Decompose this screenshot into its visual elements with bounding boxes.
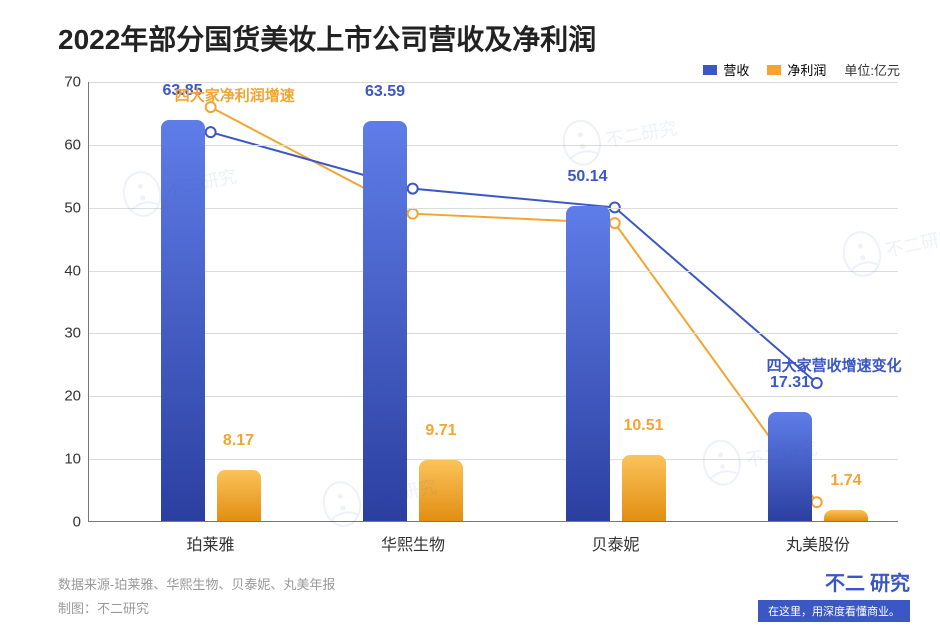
profit-bar	[419, 460, 463, 521]
revenue-bar-label: 50.14	[558, 168, 618, 186]
legend-label-revenue: 营收	[723, 60, 749, 79]
revenue-bar	[161, 120, 205, 521]
line-annotation: 四大家净利润增速	[175, 84, 295, 105]
x-tick-label: 华熙生物	[381, 521, 445, 555]
profit-bar-label: 8.17	[209, 432, 269, 450]
line-marker	[408, 209, 418, 219]
y-tick-label: 70	[64, 74, 89, 91]
legend-item-revenue: 营收	[703, 60, 749, 79]
y-tick-label: 40	[64, 262, 89, 279]
profit-bar-label: 10.51	[614, 417, 674, 435]
data-source: 数据来源-珀莱雅、华熙生物、贝泰妮、丸美年报	[58, 573, 335, 598]
legend-label-profit: 净利润	[787, 60, 826, 79]
y-tick-label: 50	[64, 199, 89, 216]
x-tick-label: 丸美股份	[786, 521, 850, 555]
line-annotation: 四大家营收增速变化	[767, 354, 902, 375]
brand-name: 不二 研究	[758, 567, 910, 596]
revenue-bar-label: 63.59	[355, 83, 415, 101]
revenue-bar-label: 17.31	[760, 374, 820, 392]
line-marker	[206, 127, 216, 137]
grid-line	[89, 208, 898, 209]
grid-line	[89, 145, 898, 146]
y-tick-label: 30	[64, 325, 89, 342]
profit-bar	[217, 470, 261, 521]
y-tick-label: 20	[64, 388, 89, 405]
brand-tagline: 在这里，用深度看懂商业。	[758, 600, 910, 622]
revenue-bar	[363, 121, 407, 521]
profit-bar	[824, 510, 868, 521]
plot-area: 01020304050607063.858.17珀莱雅63.599.71华熙生物…	[88, 82, 898, 522]
profit-bar	[622, 455, 666, 521]
grid-line	[89, 271, 898, 272]
legend-item-profit: 净利润	[767, 60, 826, 79]
grid-line	[89, 396, 898, 397]
brand-block: 不二 研究 在这里，用深度看懂商业。	[758, 567, 910, 622]
footer: 数据来源-珀莱雅、华熙生物、贝泰妮、丸美年报 制图：不二研究	[58, 573, 335, 622]
line-marker	[408, 184, 418, 194]
x-tick-label: 贝泰妮	[591, 521, 639, 555]
grid-line	[89, 333, 898, 334]
line-marker	[610, 218, 620, 228]
legend-unit: 单位:亿元	[844, 60, 900, 79]
profit-bar-label: 9.71	[411, 422, 471, 440]
y-tick-label: 0	[73, 514, 89, 531]
chart-maker: 制图：不二研究	[58, 597, 335, 622]
revenue-bar	[566, 206, 610, 521]
y-tick-label: 60	[64, 136, 89, 153]
legend-swatch-revenue	[703, 65, 717, 75]
y-tick-label: 10	[64, 451, 89, 468]
legend-swatch-profit	[767, 65, 781, 75]
chart-title: 2022年部分国货美妆上市公司营收及净利润	[58, 18, 596, 58]
profit-bar-label: 1.74	[816, 472, 876, 490]
x-tick-label: 珀莱雅	[186, 521, 234, 555]
line-marker	[812, 497, 822, 507]
chart-area: 01020304050607063.858.17珀莱雅63.599.71华熙生物…	[58, 82, 898, 552]
revenue-bar	[768, 412, 812, 521]
legend: 营收 净利润 单位:亿元	[703, 60, 900, 79]
trend-line	[211, 132, 817, 383]
